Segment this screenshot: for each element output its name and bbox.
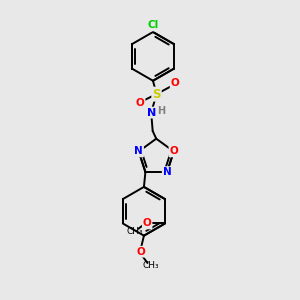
Text: CH₃: CH₃ <box>143 261 159 270</box>
Text: S: S <box>152 88 161 100</box>
Text: N: N <box>134 146 143 156</box>
Text: O: O <box>171 78 179 88</box>
Text: O: O <box>136 247 145 257</box>
Text: O: O <box>143 218 152 229</box>
Text: H: H <box>157 106 165 116</box>
Text: O: O <box>169 146 178 156</box>
Text: Cl: Cl <box>147 20 159 31</box>
Text: O: O <box>136 98 145 108</box>
Text: CH₃: CH₃ <box>126 227 143 236</box>
Text: N: N <box>147 108 156 118</box>
Text: N: N <box>163 167 171 177</box>
